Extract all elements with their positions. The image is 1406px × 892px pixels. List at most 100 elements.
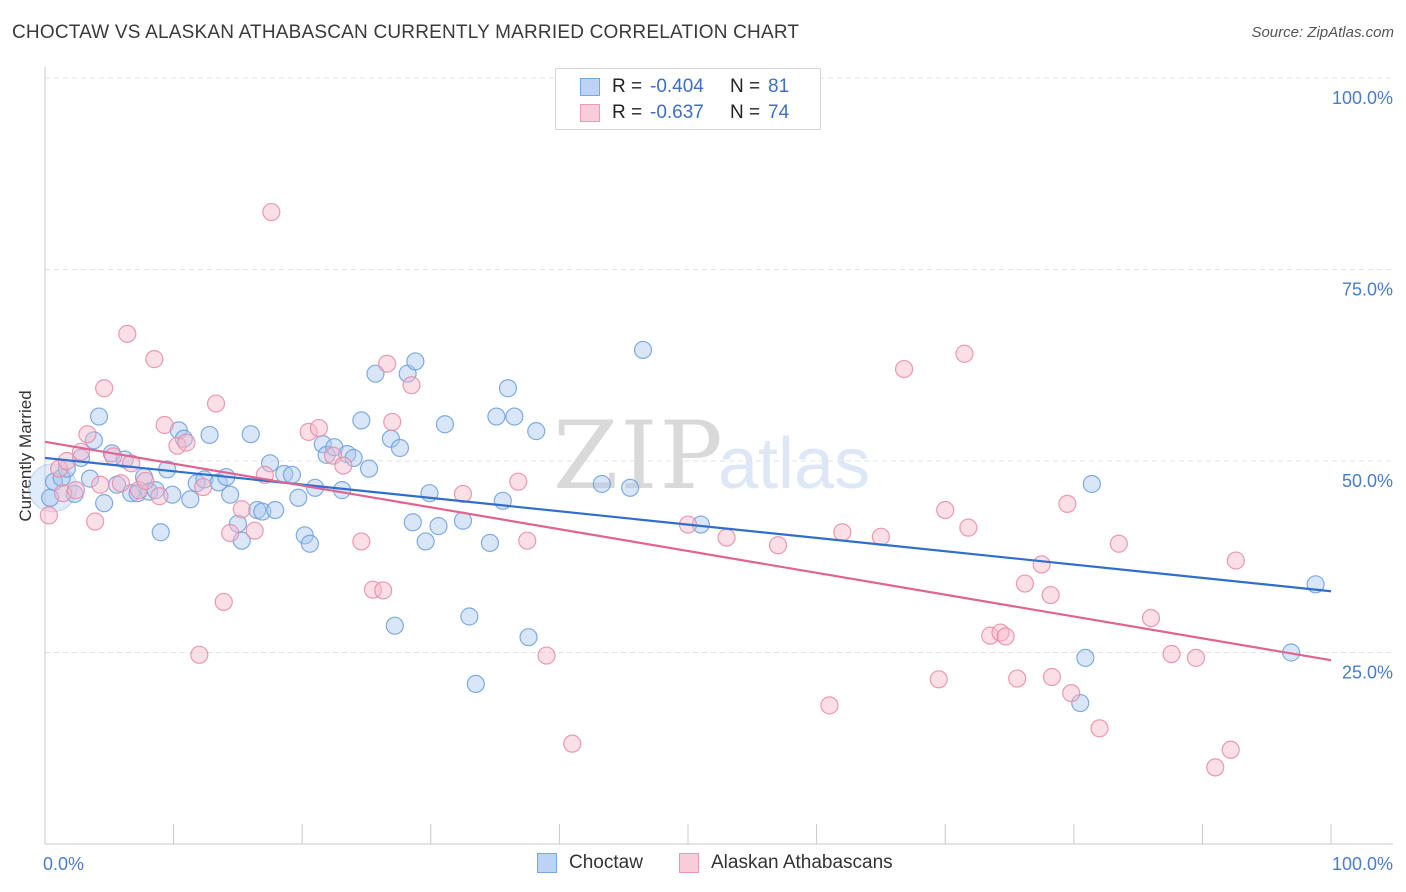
choctaw-point xyxy=(352,411,371,430)
alaskan-point xyxy=(1226,551,1245,570)
alaskan-point xyxy=(66,481,85,500)
choctaw-point xyxy=(366,364,385,383)
watermark: ZIP atlas xyxy=(553,402,870,511)
alaskan-point xyxy=(177,433,196,452)
choctaw-point xyxy=(300,534,320,553)
legend-r-value: -0.637 xyxy=(650,102,704,123)
alaskan-point xyxy=(245,521,264,540)
choctaw-point xyxy=(1076,648,1095,667)
alaskan-point xyxy=(955,344,974,363)
alaskan-point xyxy=(929,670,948,689)
alaskan-point xyxy=(91,475,110,494)
trend-lines xyxy=(44,440,1332,662)
alaskan-point xyxy=(1015,574,1035,593)
series-label-choctaw: Choctaw xyxy=(569,852,643,873)
choctaw-point xyxy=(406,352,425,371)
legend-n-value: 74 xyxy=(768,102,790,123)
alaskan-point xyxy=(118,324,137,343)
choctaw-point xyxy=(317,445,336,464)
y-tick-label: 100.0% xyxy=(1332,88,1393,108)
alaskan-point xyxy=(871,527,891,546)
alaskan-point xyxy=(833,523,852,542)
choctaw-point xyxy=(435,415,455,434)
alaskan-point xyxy=(820,696,839,715)
alaskan-point xyxy=(363,580,383,599)
series-swatch-alaskan xyxy=(679,853,699,873)
alaskan-point xyxy=(1062,683,1081,703)
choctaw-point xyxy=(429,517,448,536)
alaskan-point xyxy=(383,412,402,432)
choctaw-point xyxy=(228,514,247,533)
choctaw-point xyxy=(344,448,363,468)
choctaw-point xyxy=(181,490,200,509)
alaskan-point xyxy=(1042,667,1062,687)
alaskan-point xyxy=(959,518,978,537)
alaskan-point xyxy=(232,500,251,519)
choctaw-point xyxy=(466,674,485,694)
axes xyxy=(44,67,1393,845)
choctaw-trend-line xyxy=(44,456,1332,593)
alaskan-point xyxy=(1162,644,1181,664)
choctaw-point xyxy=(80,469,100,488)
alaskan-point xyxy=(453,484,473,504)
alaskan-point xyxy=(981,626,1000,645)
y-tick-label: 25.0% xyxy=(1342,663,1393,683)
legend-n-value: 81 xyxy=(768,76,790,97)
choctaw-point xyxy=(390,438,410,458)
alaskan-point xyxy=(95,379,114,398)
alaskan-point xyxy=(39,506,58,525)
y-tick-label: 50.0% xyxy=(1342,471,1393,491)
alaskan-point xyxy=(262,202,281,222)
series-swatch-choctaw xyxy=(537,853,557,873)
alaskan-point xyxy=(1206,758,1225,777)
choctaw-point xyxy=(487,407,506,426)
alaskan-point xyxy=(1008,669,1027,688)
alaskan-point xyxy=(996,627,1015,646)
legend-row-choctaw: R = -0.404 N = 81 xyxy=(580,74,789,100)
x-tick-label-min: 0.0% xyxy=(43,854,84,874)
choctaw-point xyxy=(1071,693,1090,713)
choctaw-point xyxy=(266,500,285,520)
legend-swatch-alaskan xyxy=(580,104,600,122)
choctaw-point xyxy=(200,425,219,445)
alaskan-point xyxy=(221,523,240,543)
alaskan-point xyxy=(377,354,397,373)
alaskan-point xyxy=(374,581,393,600)
legend-r-value: -0.404 xyxy=(650,76,704,97)
legend-r-label: R = xyxy=(612,102,643,123)
alaskan-point xyxy=(129,481,148,500)
alaskan-point xyxy=(1090,719,1109,738)
alaskan-point xyxy=(150,487,169,506)
watermark-zip: ZIP xyxy=(553,402,725,511)
choctaw-point xyxy=(385,616,404,635)
series-legend-alaskan[interactable]: Alaskan Athabascans xyxy=(679,852,893,874)
legend-r-label: R = xyxy=(612,76,643,97)
alaskan-point xyxy=(402,376,421,395)
alaskan-point xyxy=(299,422,318,441)
choctaw-point xyxy=(282,465,302,484)
choctaw-point xyxy=(519,628,538,647)
choctaw-point xyxy=(89,407,109,426)
alaskan-point xyxy=(111,474,130,493)
alaskan-point xyxy=(563,734,582,753)
choctaw-point xyxy=(480,533,500,553)
legend-n-label: N = xyxy=(730,76,761,97)
legend-row-alaskan: R = -0.637 N = 74 xyxy=(580,100,789,126)
alaskan-point xyxy=(136,471,155,491)
series-legend-choctaw[interactable]: Choctaw xyxy=(537,852,643,874)
alaskan-point xyxy=(334,456,353,475)
y-tick-label: 75.0% xyxy=(1342,280,1393,300)
alaskan-point xyxy=(894,359,914,379)
alaskan-point xyxy=(86,512,105,531)
chart-title: CHOCTAW VS ALASKAN ATHABASCAN CURRENTLY … xyxy=(12,22,800,43)
alaskan-point xyxy=(936,500,955,520)
alaskan-trend-line xyxy=(44,440,1332,662)
choctaw-point xyxy=(416,532,435,551)
alaskan-point xyxy=(309,418,329,438)
choctaw-point xyxy=(498,379,518,398)
choctaw-point xyxy=(151,523,170,542)
alaskan-point xyxy=(78,425,97,444)
choctaw-point xyxy=(527,422,546,441)
alaskan-point xyxy=(518,531,537,550)
